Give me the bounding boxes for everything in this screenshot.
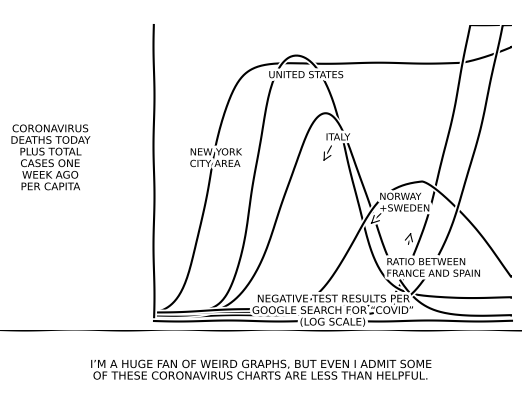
Text: CORONAVIRUS
DEATHS TODAY
PLUS TOTAL
CASES ONE
WEEK AGO
PER CAPITA: CORONAVIRUS DEATHS TODAY PLUS TOTAL CASE… (10, 124, 90, 192)
Text: UNITED STATES: UNITED STATES (268, 70, 344, 80)
Text: RATIO BETWEEN
FRANCE AND SPAIN: RATIO BETWEEN FRANCE AND SPAIN (386, 257, 482, 279)
Text: ITALY: ITALY (326, 132, 350, 143)
Text: NEGATIVE TEST RESULTS PER
GOOGLE SEARCH FOR “COVID”
(LOG SCALE): NEGATIVE TEST RESULTS PER GOOGLE SEARCH … (252, 294, 413, 328)
Text: NEW YORK
CITY AREA: NEW YORK CITY AREA (189, 147, 242, 169)
Text: NORWAY
+SWEDEN: NORWAY +SWEDEN (379, 192, 430, 213)
Text: I’M A HUGE FAN OF WEIRD GRAPHS, BUT EVEN I ADMIT SOME
OF THESE CORONAVIRUS CHART: I’M A HUGE FAN OF WEIRD GRAPHS, BUT EVEN… (90, 360, 432, 382)
